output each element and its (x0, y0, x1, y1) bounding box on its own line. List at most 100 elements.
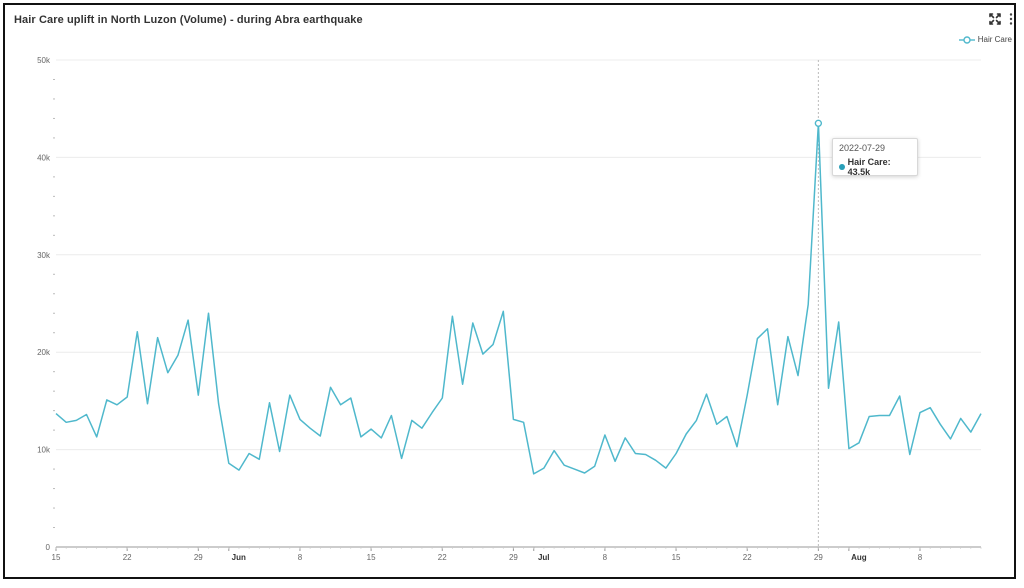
data-point (624, 437, 626, 439)
data-point (898, 395, 900, 397)
x-tick-label: 22 (438, 553, 447, 562)
data-point (736, 445, 738, 447)
x-tick-label: 29 (509, 553, 518, 562)
x-tick-label: 29 (194, 553, 203, 562)
data-point (909, 453, 911, 455)
data-point (248, 452, 250, 454)
data-point (65, 421, 67, 423)
data-point (299, 418, 301, 420)
data-point (634, 452, 636, 454)
data-point (350, 397, 352, 399)
data-point (746, 394, 748, 396)
tooltip: 2022-07-29 Hair Care: 43.5k (832, 138, 918, 177)
data-point (126, 396, 128, 398)
data-point (970, 431, 972, 433)
x-tick-label: 15 (367, 553, 376, 562)
data-point (207, 312, 209, 314)
data-point (400, 457, 402, 459)
x-tick-label: 8 (603, 553, 608, 562)
data-point (431, 411, 433, 413)
data-point (177, 354, 179, 356)
y-tick-label: 40k (37, 153, 51, 162)
data-point (563, 464, 565, 466)
data-point (268, 402, 270, 404)
data-point (716, 423, 718, 425)
data-point (949, 438, 951, 440)
tooltip-value: Hair Care: 43.5k (847, 157, 891, 177)
y-tick-label: 20k (37, 348, 51, 357)
data-point (75, 419, 77, 421)
data-point (878, 414, 880, 416)
data-point (644, 453, 646, 455)
data-point (339, 404, 341, 406)
data-point (360, 436, 362, 438)
tooltip-date: 2022-07-29 (839, 143, 886, 153)
data-point (329, 386, 331, 388)
data-point (787, 335, 789, 337)
data-point (228, 462, 230, 464)
data-point (522, 421, 524, 423)
data-point (858, 442, 860, 444)
data-point (136, 331, 138, 333)
y-tick-label: 0 (46, 543, 51, 552)
x-tick-label: 8 (918, 553, 923, 562)
chart-panel (3, 3, 1016, 579)
data-point (675, 452, 677, 454)
kebab-menu-icon[interactable] (1008, 12, 1014, 26)
legend-item-hair-care[interactable]: Hair Care (958, 35, 1012, 44)
data-point (695, 419, 697, 421)
data-point (441, 397, 443, 399)
data-point (116, 404, 118, 406)
data-point (939, 423, 941, 425)
data-point (583, 472, 585, 474)
data-point (472, 322, 474, 324)
data-point (258, 458, 260, 460)
data-point (289, 394, 291, 396)
data-point (451, 315, 453, 317)
data-point (827, 387, 829, 389)
x-tick-label: 8 (298, 553, 303, 562)
data-point (217, 403, 219, 405)
x-tick-label: Aug (851, 553, 867, 562)
y-tick-label: 10k (37, 446, 51, 455)
data-point (492, 343, 494, 345)
data-point (777, 404, 779, 406)
data-point (604, 434, 606, 436)
expand-icon[interactable] (988, 12, 1002, 26)
data-point (411, 419, 413, 421)
data-point (156, 336, 158, 338)
tooltip-series-dot (839, 164, 845, 170)
data-point (502, 310, 504, 312)
data-point (655, 459, 657, 461)
data-point (278, 450, 280, 452)
data-point (726, 415, 728, 417)
data-point (756, 337, 758, 339)
data-point (421, 427, 423, 429)
data-point (238, 469, 240, 471)
data-point (797, 374, 799, 376)
series-line-hair-care (55, 122, 982, 475)
data-point (533, 473, 535, 475)
x-tick-label: 15 (52, 553, 61, 562)
data-point (482, 353, 484, 355)
x-tick-label: Jul (538, 553, 550, 562)
data-point (187, 319, 189, 321)
data-point (573, 468, 575, 470)
x-tick-label: 22 (123, 553, 132, 562)
chart-toolbar (988, 12, 1014, 26)
data-point (685, 433, 687, 435)
data-point (665, 467, 667, 469)
data-point (55, 412, 57, 414)
data-point (553, 449, 555, 451)
data-point (319, 435, 321, 437)
data-point (512, 418, 514, 420)
data-point (309, 427, 311, 429)
data-point (837, 321, 839, 323)
legend-label: Hair Care (977, 35, 1012, 44)
data-point (85, 413, 87, 415)
data-point (766, 328, 768, 330)
data-point (380, 437, 382, 439)
data-point (167, 371, 169, 373)
data-point (197, 394, 199, 396)
